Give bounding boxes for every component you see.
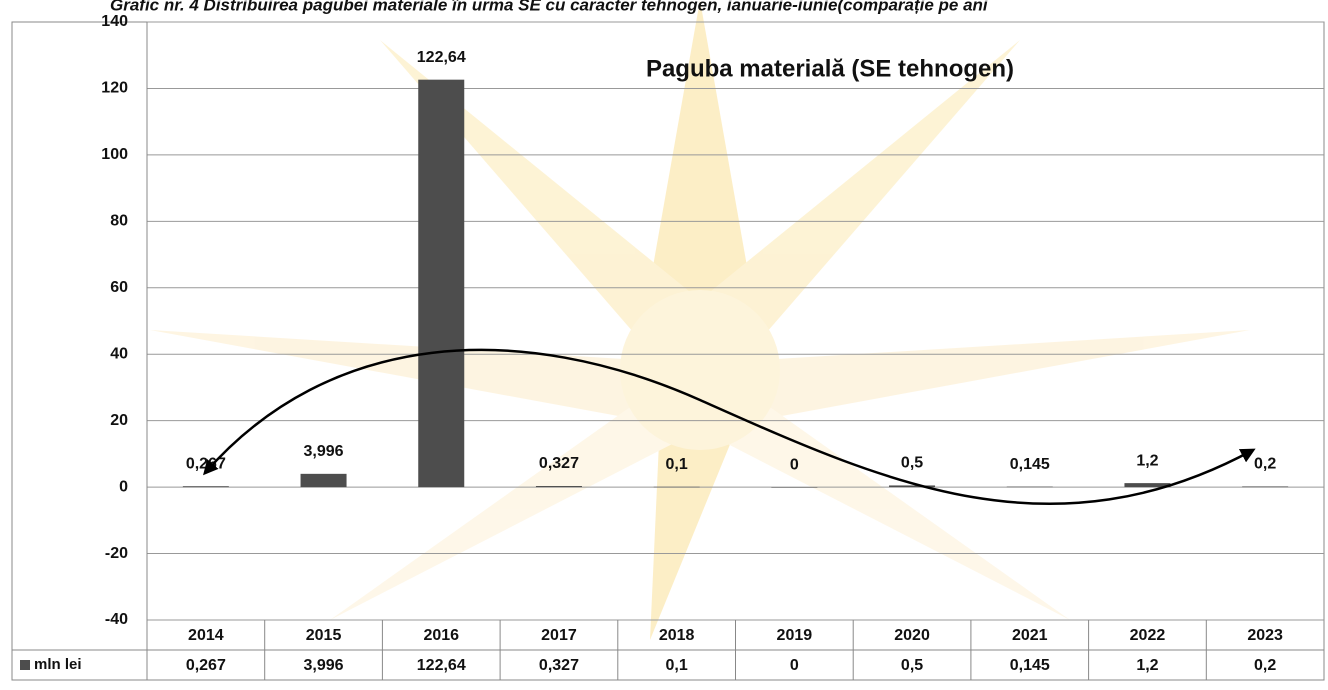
- x-tick-label: 2022: [1130, 627, 1166, 644]
- data-label: 1,2: [1136, 452, 1158, 469]
- bar: [1242, 486, 1288, 487]
- bar: [301, 474, 347, 487]
- watermark: [150, 0, 1250, 640]
- bar: [536, 486, 582, 487]
- data-label: 0,1: [666, 456, 688, 473]
- data-label: 0,5: [901, 455, 923, 472]
- chart: Grafic nr. 4 Distribuirea pagubei materi…: [0, 0, 1328, 690]
- x-tick-label: 2023: [1247, 627, 1283, 644]
- bar: [1007, 487, 1053, 488]
- legend-label: mln lei: [34, 656, 82, 673]
- x-tick-label: 2017: [541, 627, 577, 644]
- y-tick-label: 60: [110, 279, 128, 296]
- y-tick-label: -40: [105, 611, 128, 628]
- table-value: 3,996: [304, 657, 344, 674]
- x-tick-label: 2016: [423, 627, 459, 644]
- y-tick-label: 20: [110, 412, 128, 429]
- bar: [771, 487, 817, 488]
- x-tick-label: 2018: [659, 627, 695, 644]
- x-tick-label: 2019: [777, 627, 813, 644]
- chart-title: Paguba materială (SE tehnogen): [646, 55, 1014, 82]
- table-value: 0,1: [666, 657, 688, 674]
- data-label: 0: [790, 456, 799, 473]
- table-value: 1,2: [1136, 657, 1158, 674]
- table-value: 0: [790, 657, 799, 674]
- data-label: 0,2: [1254, 456, 1276, 473]
- y-tick-label: 0: [119, 478, 128, 495]
- y-tick-label: 120: [101, 80, 128, 97]
- y-tick-label: 100: [101, 146, 128, 163]
- caption: Grafic nr. 4 Distribuirea pagubei materi…: [110, 0, 989, 14]
- data-label: 0,327: [539, 455, 579, 472]
- bar: [183, 486, 229, 487]
- y-tick-label: 40: [110, 345, 128, 362]
- x-tick-label: 2014: [188, 627, 224, 644]
- table-value: 0,327: [539, 657, 579, 674]
- x-tick-label: 2020: [894, 627, 930, 644]
- data-label: 122,64: [417, 49, 466, 66]
- data-label: 0,145: [1010, 456, 1050, 473]
- x-tick-label: 2015: [306, 627, 342, 644]
- y-tick-label: 140: [101, 13, 128, 30]
- bar: [654, 487, 700, 488]
- y-tick-label: 80: [110, 213, 128, 230]
- x-tick-label: 2021: [1012, 627, 1048, 644]
- bar: [418, 80, 464, 487]
- legend-key: [20, 660, 30, 670]
- y-tick-label: -20: [105, 545, 128, 562]
- table-value: 0,267: [186, 657, 226, 674]
- table-value: 122,64: [417, 657, 466, 674]
- table-value: 0,5: [901, 657, 923, 674]
- table-value: 0,145: [1010, 657, 1050, 674]
- table-value: 0,2: [1254, 657, 1276, 674]
- data-label: 3,996: [304, 443, 344, 460]
